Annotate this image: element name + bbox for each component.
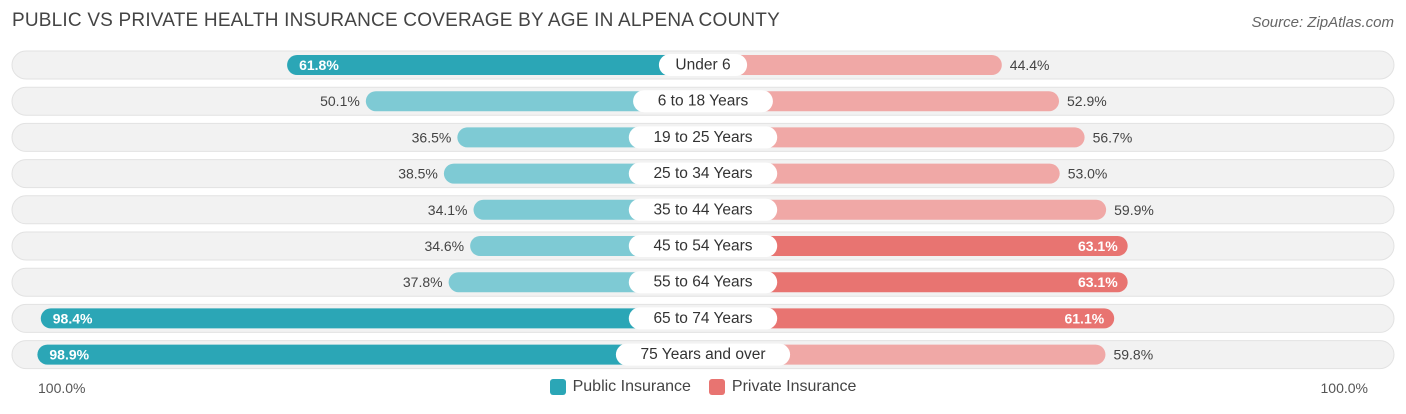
legend-label-public: Public Insurance <box>572 378 691 395</box>
category-pill <box>628 126 778 149</box>
bar-private <box>703 308 1115 329</box>
bar-public <box>365 91 703 112</box>
chart-title: PUBLIC VS PRIVATE HEALTH INSURANCE COVER… <box>12 10 780 31</box>
bar-private <box>703 272 1128 293</box>
category-label: 6 to 18 Years <box>658 93 749 110</box>
category-label: 45 to 54 Years <box>653 238 752 255</box>
category-pill <box>628 307 778 330</box>
source-note: Source: ZipAtlas.com <box>1251 14 1394 31</box>
data-label-public: 34.1% <box>428 202 468 218</box>
category-pill <box>628 162 778 185</box>
data-label-public: 37.8% <box>403 274 443 290</box>
bar-private <box>703 199 1107 220</box>
data-label-private: 63.1% <box>1078 238 1118 254</box>
data-label-private: 44.4% <box>1010 57 1050 73</box>
bar-chart: 61.8% 44.4% Under 6 50.1% 52.9% 6 to 18 Years… <box>11 50 1395 370</box>
data-label-public: 98.4% <box>53 310 93 326</box>
data-label-public: 38.5% <box>398 166 438 182</box>
bar-private <box>703 344 1106 365</box>
axis-right-label: 100.0% <box>1320 380 1368 396</box>
data-label-public: 61.8% <box>299 57 339 73</box>
data-label-private: 59.9% <box>1114 202 1154 218</box>
legend: Public Insurance Private Insurance <box>0 378 1406 396</box>
bar-private <box>703 127 1085 148</box>
category-pill <box>615 343 791 366</box>
legend-item-public: Public Insurance <box>549 378 691 396</box>
category-pill <box>633 90 773 113</box>
data-label-private: 63.1% <box>1078 274 1118 290</box>
legend-item-private: Private Insurance <box>708 378 857 396</box>
bar-private <box>703 91 1060 112</box>
data-label-private: 61.1% <box>1064 310 1104 326</box>
bar-private <box>703 55 1002 75</box>
category-label: 65 to 74 Years <box>653 310 752 327</box>
data-label-private: 56.7% <box>1093 129 1133 145</box>
bar-private <box>703 236 1128 256</box>
bar-public <box>37 344 703 365</box>
category-label: 75 Years and over <box>641 346 766 363</box>
data-label-public: 50.1% <box>320 93 360 109</box>
legend-swatch-private <box>708 379 725 395</box>
category-pill <box>628 271 778 294</box>
bar-private <box>703 163 1060 184</box>
category-label: 35 to 44 Years <box>653 201 752 218</box>
category-label: Under 6 <box>675 57 730 74</box>
bar-public <box>287 55 703 75</box>
data-label-private: 59.8% <box>1113 347 1153 363</box>
bar-public <box>40 308 703 329</box>
legend-swatch-public <box>549 379 566 395</box>
category-pill <box>628 198 778 221</box>
category-label: 55 to 64 Years <box>653 274 752 291</box>
legend-label-private: Private Insurance <box>731 378 857 395</box>
data-label-public: 98.9% <box>49 347 89 363</box>
data-label-public: 36.5% <box>412 129 452 145</box>
data-label-private: 52.9% <box>1067 93 1107 109</box>
category-label: 25 to 34 Years <box>653 165 752 182</box>
category-pill <box>658 54 748 76</box>
category-pill <box>628 235 778 257</box>
axis-left-label: 100.0% <box>38 380 86 396</box>
data-label-public: 34.6% <box>424 238 464 254</box>
category-label: 19 to 25 Years <box>653 129 752 146</box>
data-label-private: 53.0% <box>1068 166 1108 182</box>
